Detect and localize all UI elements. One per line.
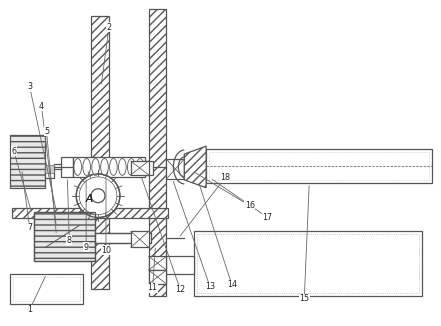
Text: 14: 14 [227,280,237,289]
Ellipse shape [110,158,117,175]
Ellipse shape [101,158,108,175]
Bar [209,152,429,180]
Bar [95,233,150,243]
Circle shape [91,189,105,203]
Bar [197,234,419,293]
Text: 5: 5 [44,127,49,136]
Text: 15: 15 [299,294,309,303]
Ellipse shape [92,158,99,175]
Bar [13,277,80,301]
Bar [166,256,194,274]
Bar [34,212,95,261]
Circle shape [79,177,117,215]
Ellipse shape [119,158,126,175]
Text: 16: 16 [245,201,255,210]
Bar [149,9,166,296]
Bar [73,157,145,177]
Bar [145,161,153,175]
Bar [131,161,149,175]
Ellipse shape [127,158,135,175]
Text: 12: 12 [175,285,185,294]
Polygon shape [184,146,206,188]
Bar [45,166,54,178]
Bar [149,256,166,270]
Text: 3: 3 [27,82,32,91]
Ellipse shape [83,158,90,175]
Bar [34,212,95,261]
Text: 13: 13 [205,282,215,291]
Text: 4: 4 [39,102,44,111]
Text: 7: 7 [27,223,32,232]
Text: A: A [85,194,92,204]
Bar [149,270,166,284]
Bar [206,149,432,183]
Text: 2: 2 [106,23,112,32]
Text: A: A [85,194,92,204]
Text: 6: 6 [11,147,16,156]
Circle shape [76,174,120,217]
Text: 1: 1 [27,305,32,314]
Bar [194,231,422,296]
Ellipse shape [74,158,82,175]
Bar [61,157,73,177]
Bar [10,274,83,304]
Text: 11: 11 [148,283,157,292]
Text: 18: 18 [220,173,230,182]
Text: 17: 17 [262,213,273,222]
Bar [91,16,109,289]
Bar [12,208,168,217]
Text: 8: 8 [67,236,72,245]
Bar [166,159,184,179]
Text: 9: 9 [84,243,89,252]
Bar [10,135,45,188]
Text: 10: 10 [101,246,111,255]
Bar [131,231,149,247]
Bar [45,165,54,173]
Ellipse shape [136,158,144,175]
